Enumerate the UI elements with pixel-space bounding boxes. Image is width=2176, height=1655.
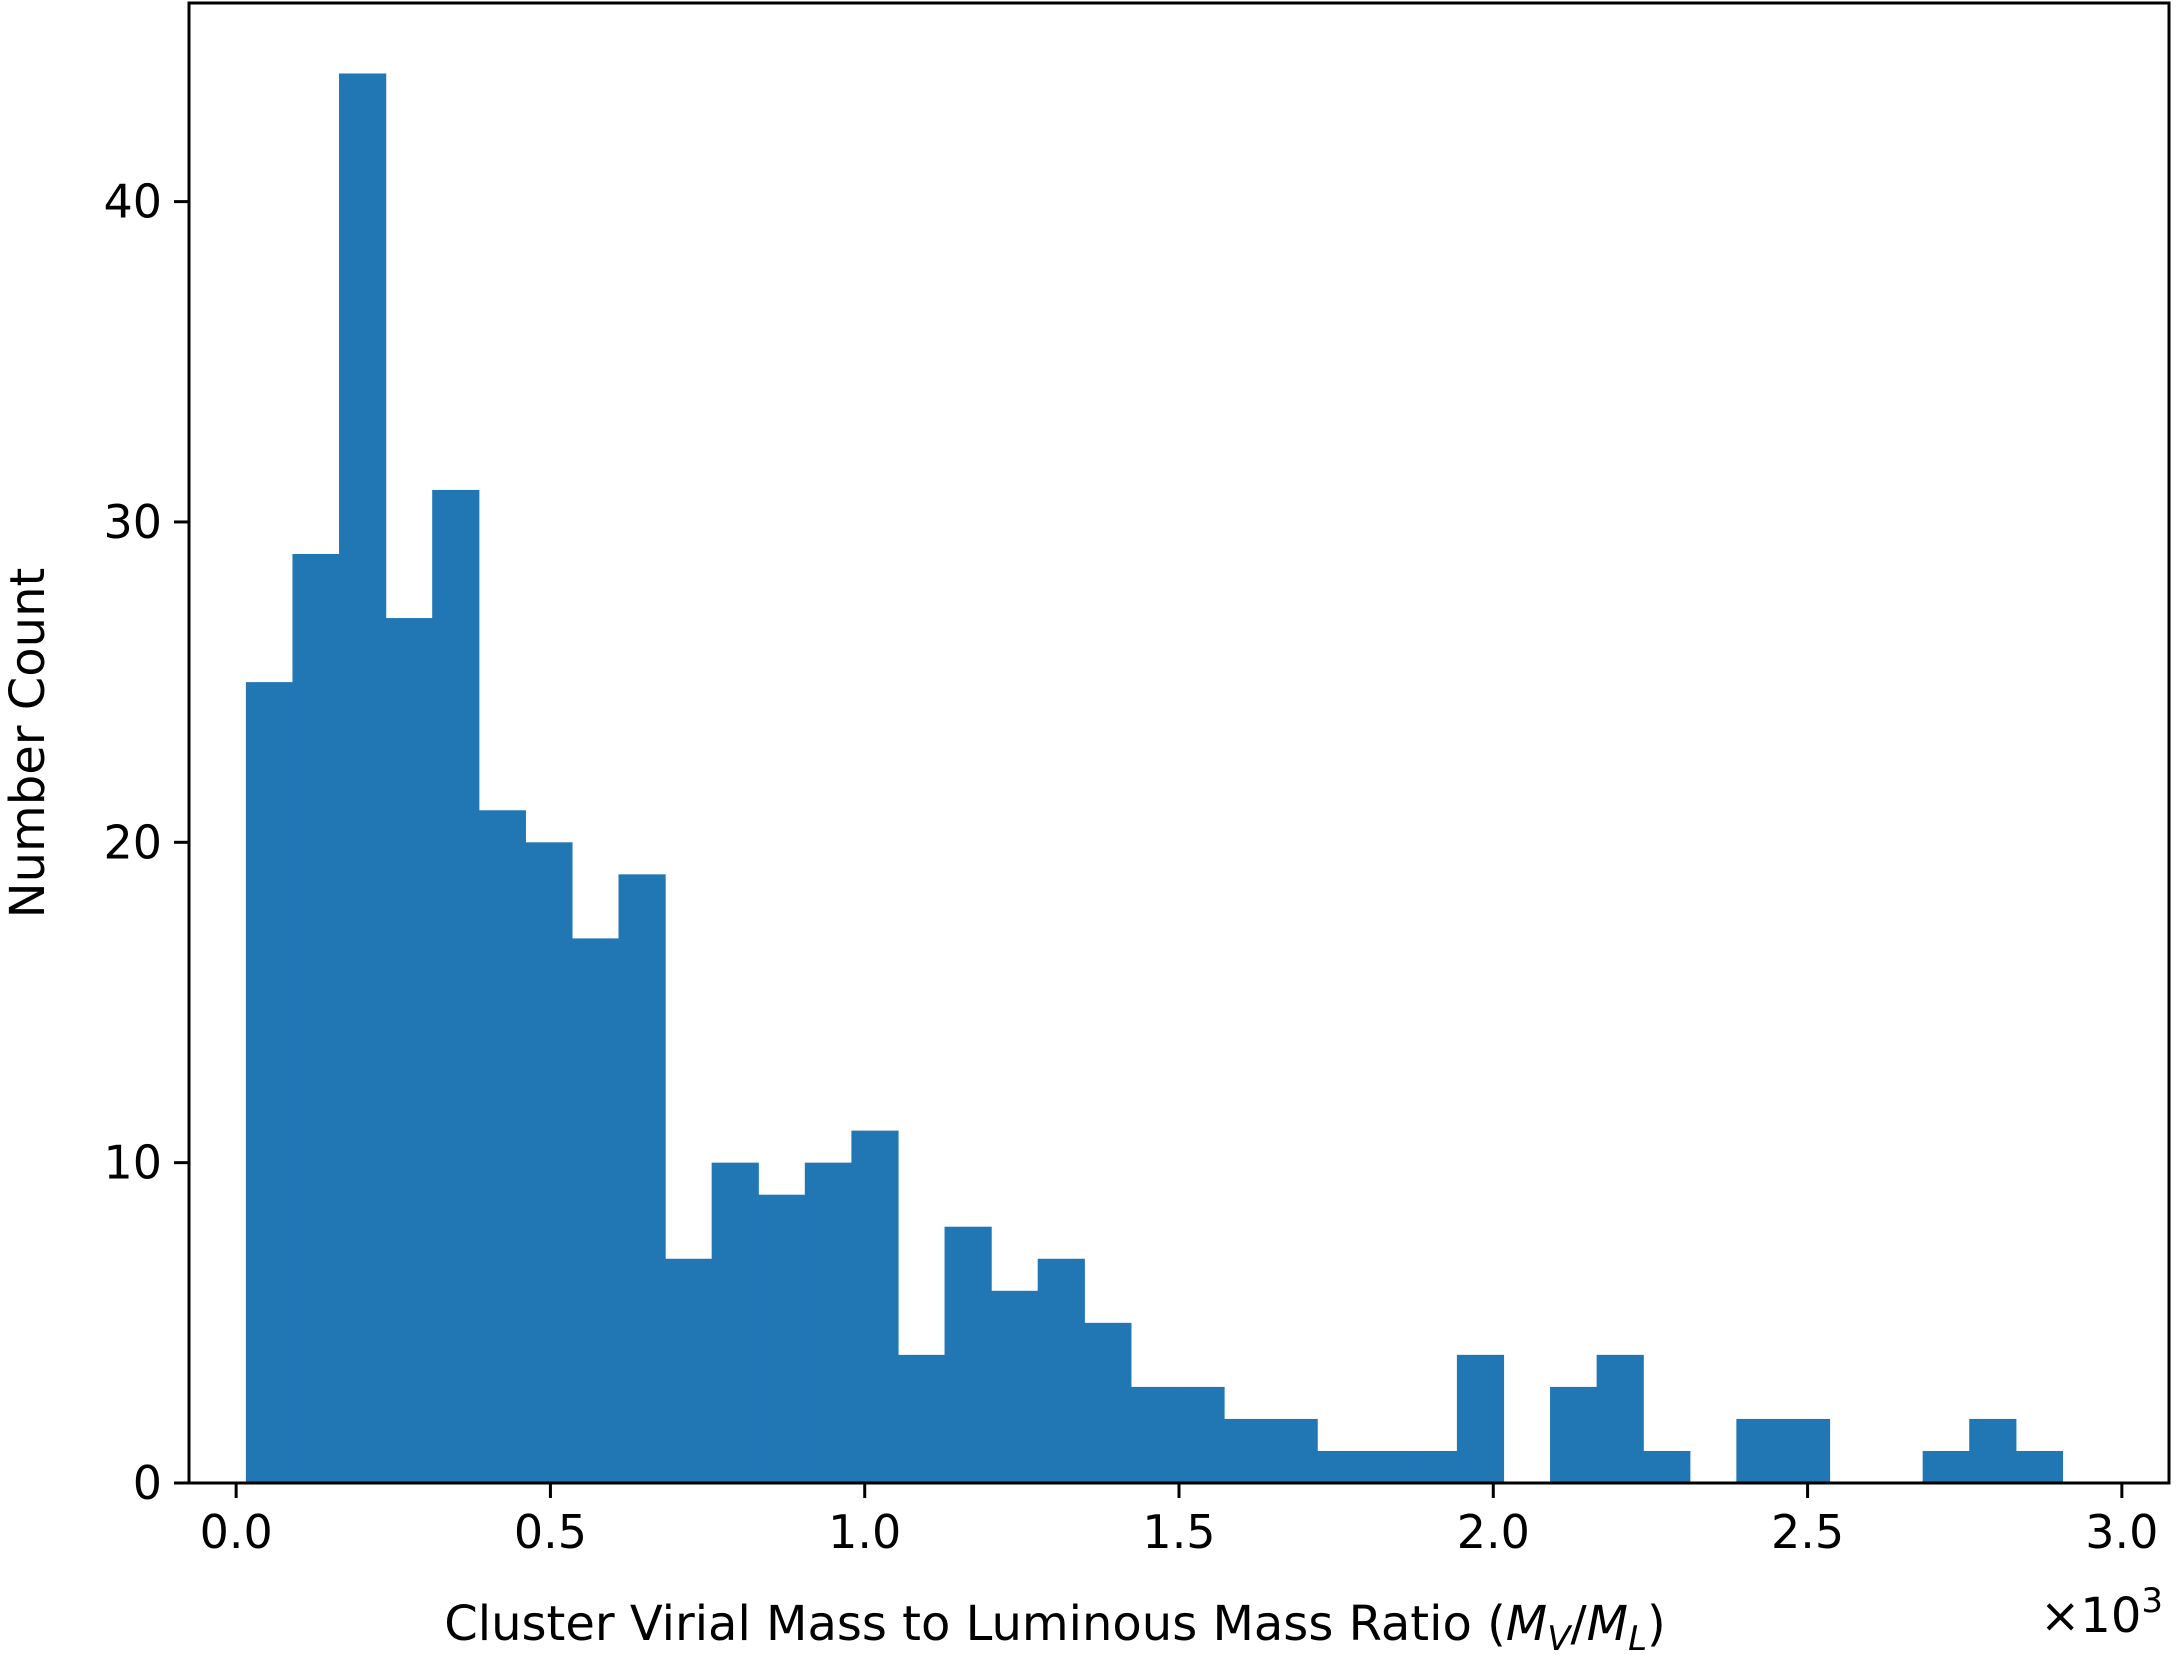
x-axis-label-math-slash: / [1570, 1596, 1587, 1652]
histogram-bar [1037, 1258, 1085, 1483]
histogram-bar [1224, 1418, 1272, 1483]
histogram-bar [758, 1194, 806, 1483]
histogram-bar [1363, 1450, 1411, 1483]
y-tick-label: 20 [103, 815, 162, 869]
x-axis-label: Cluster Virial Mass to Luminous Mass Rat… [444, 1596, 1666, 1655]
y-tick-label: 10 [103, 1136, 162, 1190]
histogram-bar [2015, 1450, 2063, 1483]
histogram-bar [1736, 1418, 1784, 1483]
x-tick-label: 0.0 [200, 1505, 273, 1559]
histogram-bar [245, 682, 294, 1483]
x-axis-scale-exponent: 3 [2141, 1581, 2163, 1621]
histogram-bar [1596, 1354, 1644, 1483]
x-tick-label: 0.5 [514, 1505, 587, 1559]
histogram-bar [571, 938, 620, 1483]
x-tick-label: 3.0 [2085, 1505, 2158, 1559]
histogram-bar [432, 489, 480, 1483]
y-tick-label: 0 [133, 1456, 162, 1510]
histogram-bar [804, 1162, 852, 1483]
y-axis-ticks: 0 10 20 30 40 [103, 175, 189, 1510]
x-axis-label-math-close: ) [1647, 1596, 1666, 1652]
x-axis-scale-note: ×103 [2040, 1581, 2163, 1644]
histogram-bar [525, 842, 573, 1483]
y-tick-label: 30 [103, 495, 162, 549]
x-axis-label-math-sub-v: V [1547, 1619, 1573, 1655]
histogram-bar [1270, 1418, 1318, 1483]
histogram-bar [897, 1354, 946, 1483]
x-tick-label: 2.0 [1457, 1505, 1530, 1559]
histogram-bar [665, 1258, 713, 1483]
histogram-bar [1550, 1386, 1598, 1483]
histogram-bar [1130, 1386, 1179, 1483]
histogram-bar [1084, 1322, 1132, 1483]
x-axis-label-math-m1: M [1506, 1596, 1547, 1652]
histogram-bar [711, 1162, 759, 1483]
histogram-bar [991, 1290, 1039, 1483]
y-axis-label: Number Count [0, 568, 56, 919]
histogram-bar [1456, 1354, 1505, 1483]
x-axis-label-math-sub-l: L [1628, 1619, 1647, 1655]
histogram-bar [478, 810, 526, 1483]
histogram-bar [1317, 1450, 1365, 1483]
histogram-bar [851, 1130, 899, 1483]
x-axis-ticks: 0.0 0.5 1.0 1.5 2.0 2.5 3.0 [200, 1483, 2158, 1559]
histogram-bar [1922, 1450, 1970, 1483]
histogram-bar [1643, 1450, 1691, 1483]
histogram-bar [1782, 1418, 1831, 1483]
histogram-bar [1969, 1418, 2017, 1483]
x-tick-label: 2.5 [1771, 1505, 1844, 1559]
histogram-bar [339, 73, 387, 1484]
histogram-bar [1410, 1450, 1458, 1483]
bars-group [245, 73, 2063, 1484]
x-tick-label: 1.0 [828, 1505, 901, 1559]
x-axis-label-math-m2: M [1587, 1596, 1628, 1652]
x-axis-label-text: Cluster Virial Mass to Luminous Mass Rat… [444, 1596, 1506, 1652]
histogram-bar [385, 618, 433, 1483]
histogram-bar [618, 874, 666, 1483]
y-tick-label: 40 [103, 175, 162, 229]
histogram-bar [944, 1226, 992, 1483]
x-tick-label: 1.5 [1142, 1505, 1215, 1559]
histogram-bar [1177, 1386, 1225, 1483]
x-axis-scale-prefix: ×10 [2040, 1588, 2141, 1644]
histogram-bar [292, 554, 340, 1483]
